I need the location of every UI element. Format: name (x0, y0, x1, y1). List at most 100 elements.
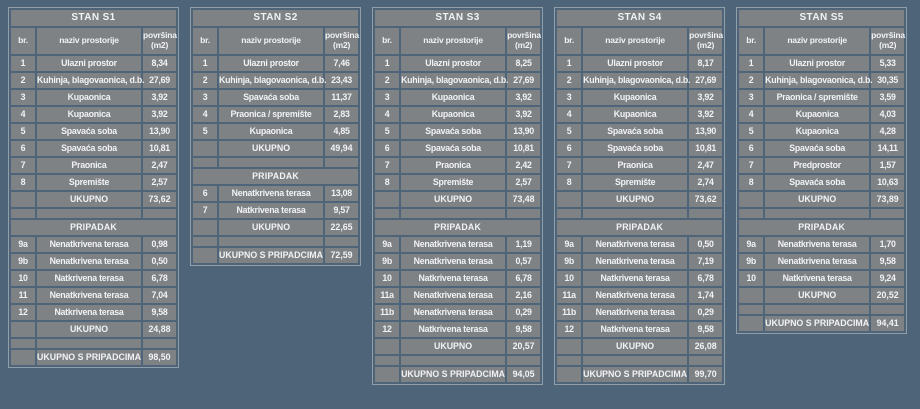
room-area: 4,28 (871, 124, 905, 139)
room-area: 0,50 (689, 237, 723, 252)
room-area: 10,81 (507, 141, 541, 156)
room-number: 3 (375, 90, 400, 105)
room-number: 7 (11, 158, 35, 173)
room-name: Natkrivena terasa (401, 271, 506, 286)
room-name: Kupaonica (37, 90, 141, 105)
room-area: 13,08 (325, 186, 359, 201)
room-area: 10,81 (143, 141, 177, 156)
room-name: Spavaća soba (765, 175, 870, 190)
empty-cell (143, 209, 177, 218)
room-name: Praonica (37, 158, 141, 173)
empty-cell (507, 209, 541, 218)
table-row: 4 Praonica / spremište 2,83 (193, 107, 359, 122)
total-label: UKUPNO (583, 339, 688, 354)
grand-total-value: 99,70 (689, 367, 723, 382)
room-area: 9,57 (325, 203, 359, 218)
room-name: Kuhinja, blagovaonica, d.b. (219, 73, 326, 88)
table-row: 3 Kupaonica 3,92 (557, 90, 723, 105)
room-number: 3 (193, 90, 218, 105)
room-number: 3 (739, 90, 764, 105)
table-row: 3 Spavaća soba 11,37 (193, 90, 359, 105)
empty-cell (689, 356, 723, 365)
room-name: Kupaonica (765, 124, 870, 139)
stan-title: STAN S4 (557, 10, 723, 26)
room-name: Spavaća soba (583, 141, 688, 156)
col-header-naziv: naziv prostorije (37, 28, 141, 54)
room-name: Praonica / spremište (765, 90, 870, 105)
room-number: 11a (375, 288, 400, 303)
room-area: 8,34 (143, 56, 177, 71)
empty-cell (193, 220, 218, 235)
table-row: 12 Natkrivena terasa 9,58 (557, 322, 723, 337)
total-label: UKUPNO (401, 192, 506, 207)
area-table-stan-s1: STAN S1 br. naziv prostorije površina (m2) 1… (9, 8, 179, 367)
total-label: UKUPNO (765, 288, 870, 303)
room-name: Natkrivena terasa (37, 305, 141, 320)
empty-cell (401, 356, 506, 365)
empty-cell (219, 237, 324, 246)
table-row: 4 Kupaonica 3,92 (557, 107, 723, 122)
room-name: Nenatkrivena terasa (583, 305, 688, 320)
room-number: 3 (557, 90, 582, 105)
room-number: 11b (375, 305, 400, 320)
table-row: 12 Natkrivena terasa 9,58 (11, 305, 177, 320)
table-row: STAN S4 (557, 10, 723, 26)
table-row: 9b Nenatkrivena terasa 0,50 (11, 254, 177, 269)
table-row: STAN S5 (739, 10, 905, 26)
empty-cell (193, 237, 218, 246)
table-row: UKUPNO S PRIPADCIMA 94,05 (375, 367, 541, 382)
room-number: 4 (193, 107, 218, 122)
room-area: 0,29 (507, 305, 541, 320)
table-row: 7 Natkrivena terasa 9,57 (193, 203, 359, 218)
empty-cell (583, 356, 688, 365)
table-frame-stan-s3: STAN S3 br. naziv prostorije površina (m2) 1… (372, 7, 544, 385)
room-name: Spavaća soba (37, 124, 141, 139)
room-area: 10,63 (871, 175, 905, 190)
room-area: 3,92 (143, 107, 177, 122)
room-area: 3,92 (507, 107, 541, 122)
room-area: 8,17 (689, 56, 723, 71)
grand-total-value: 98,50 (143, 350, 177, 365)
col-header-br: br. (557, 28, 582, 54)
room-area: 3,92 (507, 90, 541, 105)
spacer-row (557, 209, 723, 218)
room-area: 3,92 (143, 90, 177, 105)
table-row: 6 Spavaća soba 10,81 (557, 141, 723, 156)
grand-total-label: UKUPNO S PRIPADCIMA (583, 367, 688, 382)
room-number: 2 (375, 73, 400, 88)
room-name: Kuhinja, blagovaonica, d.b. (401, 73, 508, 88)
stan-title: STAN S2 (193, 10, 359, 26)
room-number: 2 (193, 73, 218, 88)
room-area: 6,78 (689, 271, 723, 286)
total-label: UKUPNO (37, 322, 141, 337)
room-area: 9,24 (871, 271, 905, 286)
room-area: 2,47 (689, 158, 723, 173)
room-name: Kupaonica (583, 107, 688, 122)
empty-cell (765, 305, 870, 314)
col-header-br: br. (193, 28, 218, 54)
room-number: 2 (11, 73, 35, 88)
spacer-row (375, 356, 541, 365)
area-table-stan-s3: STAN S3 br. naziv prostorije površina (m2) 1… (373, 8, 543, 384)
empty-cell (11, 209, 35, 218)
total-label: UKUPNO (37, 192, 141, 207)
grand-total-label: UKUPNO S PRIPADCIMA (37, 350, 141, 365)
room-name: Kuhinja, blagovaonica, d.b. (583, 73, 690, 88)
table-row: 6 Spavaća soba 10,81 (11, 141, 177, 156)
empty-cell (193, 248, 218, 263)
room-area: 2,16 (507, 288, 541, 303)
table-row: 2 Kuhinja, blagovaonica, d.b. 27,69 (375, 73, 541, 88)
spacer-row (739, 209, 905, 218)
room-name: Natkrivena terasa (583, 271, 688, 286)
table-row: PRIPADAK (739, 220, 905, 235)
room-area: 30,35 (871, 73, 905, 88)
room-area: 0,57 (507, 254, 541, 269)
empty-cell (401, 209, 506, 218)
room-number: 11a (557, 288, 582, 303)
empty-cell (739, 192, 764, 207)
grand-total-label: UKUPNO S PRIPADCIMA (765, 316, 870, 331)
table-row: STAN S3 (375, 10, 541, 26)
room-number: 5 (193, 124, 218, 139)
table-row: 5 Kupaonica 4,85 (193, 124, 359, 139)
room-number: 7 (193, 203, 218, 218)
